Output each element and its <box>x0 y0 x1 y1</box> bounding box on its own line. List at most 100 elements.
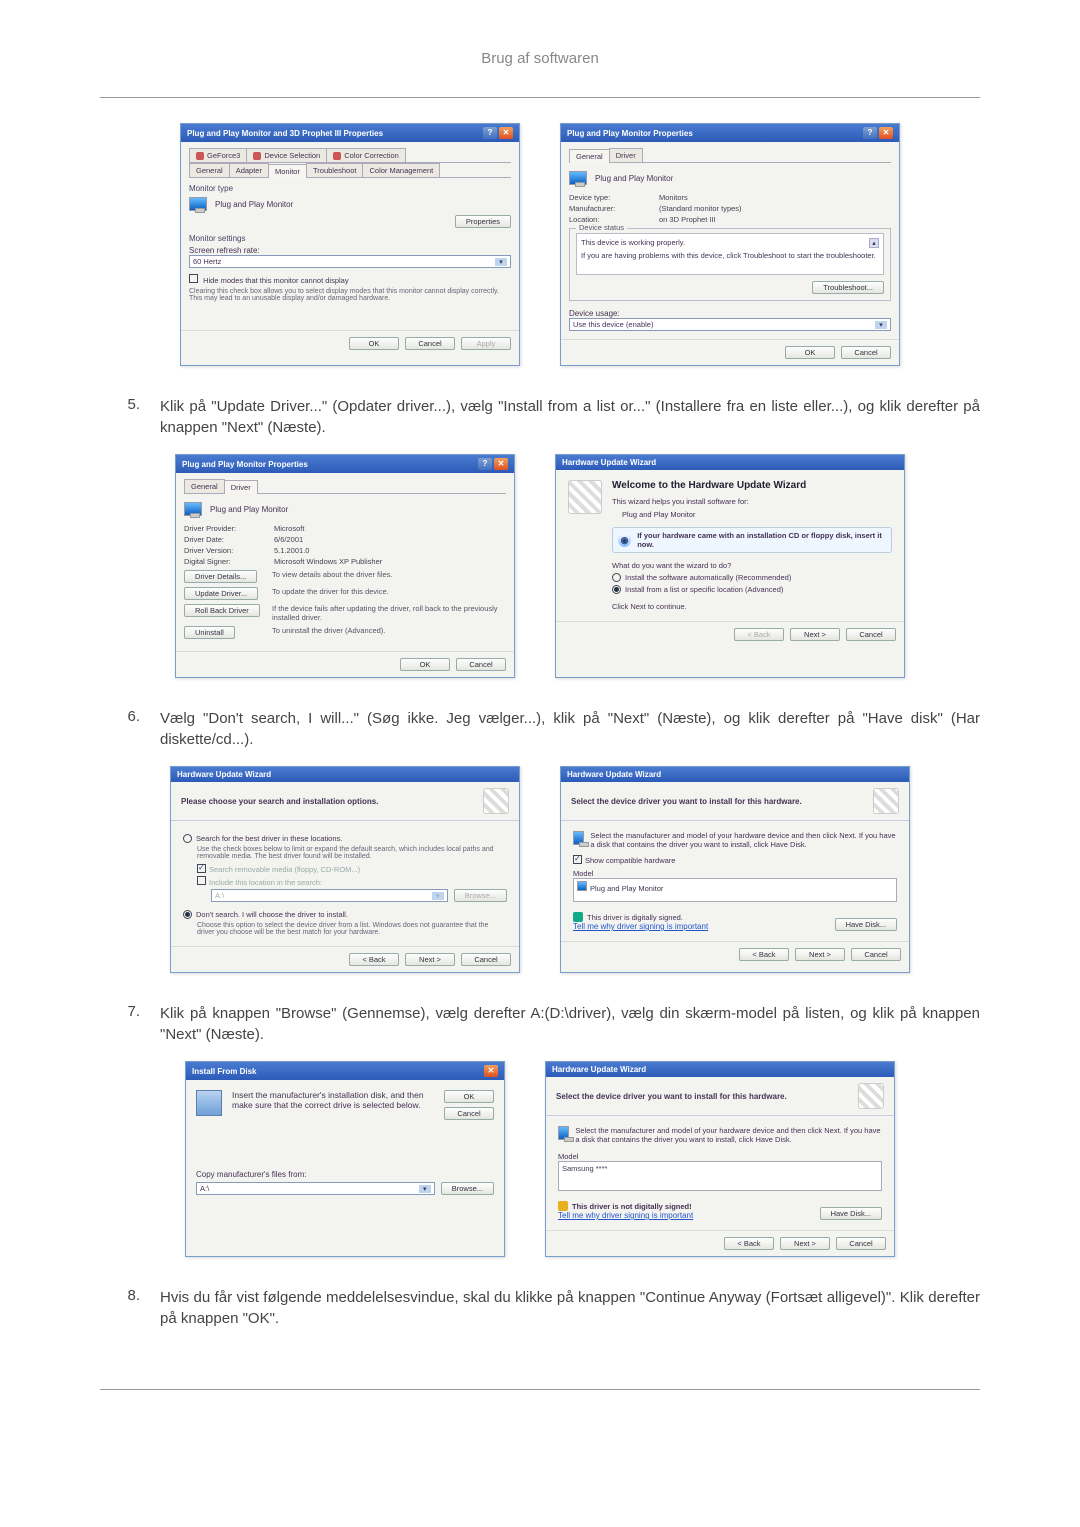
monitor-icon <box>184 502 202 516</box>
wizard-device: Plug and Play Monitor <box>622 510 892 519</box>
why-signing-link[interactable]: Tell me why driver signing is important <box>558 1211 693 1220</box>
title-text: Hardware Update Wizard <box>177 770 271 779</box>
model-list[interactable]: Plug and Play Monitor <box>573 878 897 902</box>
monitor-icon <box>558 1126 569 1140</box>
troubleshoot-button[interactable]: Troubleshoot... <box>812 281 884 294</box>
tab-adapter[interactable]: Adapter <box>229 163 269 177</box>
step-7: 7. Klik på knappen "Browse" (Gennemse), … <box>100 1003 980 1045</box>
monitor-type-value: Plug and Play Monitor <box>215 200 293 209</box>
next-button[interactable]: Next > <box>795 948 845 961</box>
usage-label: Device usage: <box>569 309 891 318</box>
monitor-settings-header: Monitor settings <box>189 234 511 243</box>
tab-general[interactable]: General <box>184 479 225 493</box>
cancel-button[interactable]: Cancel <box>841 346 891 359</box>
help-button[interactable]: ? <box>483 127 497 139</box>
opt-search[interactable]: Search for the best driver in these loca… <box>183 834 507 843</box>
tab-colmgmt[interactable]: Color Management <box>362 163 440 177</box>
tab-geforce[interactable]: GeForce3 <box>189 148 247 162</box>
roll-desc: If the device fails after updating the d… <box>272 604 506 622</box>
path-dropdown[interactable]: A:\▾ <box>196 1182 435 1195</box>
close-button[interactable]: ✕ <box>499 127 513 139</box>
signed-text: This driver is digitally signed. <box>587 913 683 922</box>
apply-button: Apply <box>461 337 511 350</box>
title-text: Plug and Play Monitor Properties <box>567 129 693 138</box>
tab-general[interactable]: General <box>569 149 610 163</box>
radio-icon <box>183 834 192 843</box>
sig-label: Digital Signer: <box>184 557 274 566</box>
tab-driver[interactable]: Driver <box>609 148 643 162</box>
step-text: Klik på knappen "Browse" (Gennemse), væl… <box>160 1003 980 1045</box>
chevron-down-icon: ▾ <box>495 258 507 266</box>
ok-button[interactable]: OK <box>444 1090 494 1103</box>
cancel-button[interactable]: Cancel <box>405 337 455 350</box>
step-num: 6. <box>100 708 160 750</box>
opt-list[interactable]: Install from a list or specific location… <box>612 585 892 594</box>
floppy-icon <box>196 1090 222 1116</box>
help-button[interactable]: ? <box>863 127 877 139</box>
tab-general[interactable]: General <box>189 163 230 177</box>
uninstall-button[interactable]: Uninstall <box>184 626 235 639</box>
next-button[interactable]: Next > <box>790 628 840 641</box>
cancel-button[interactable]: Cancel <box>456 658 506 671</box>
cancel-button[interactable]: Cancel <box>836 1237 886 1250</box>
tab-devsel[interactable]: Device Selection <box>246 148 327 162</box>
screenshot-group-2: Plug and Play Monitor Properties ?✕ Gene… <box>100 454 980 678</box>
back-button[interactable]: < Back <box>724 1237 774 1250</box>
have-disk-button[interactable]: Have Disk... <box>820 1207 882 1220</box>
step-text: Hvis du får vist følgende meddelelsesvin… <box>160 1287 980 1329</box>
dlg-install-from-disk: Install From Disk ✕ Insert the manufactu… <box>185 1061 505 1257</box>
close-button[interactable]: ✕ <box>484 1065 498 1077</box>
driver-details-button[interactable]: Driver Details... <box>184 570 257 583</box>
status-area: ▴ This device is working properly. If yo… <box>576 233 884 275</box>
have-disk-button[interactable]: Have Disk... <box>835 918 897 931</box>
scroll-up-icon[interactable]: ▴ <box>869 238 879 248</box>
device-name: Plug and Play Monitor <box>595 174 673 183</box>
chevron-down-icon: ▾ <box>875 321 887 329</box>
ok-button[interactable]: OK <box>349 337 399 350</box>
cancel-button[interactable]: Cancel <box>846 628 896 641</box>
why-signing-link[interactable]: Tell me why driver signing is important <box>573 922 708 931</box>
wizard-heading: Welcome to the Hardware Update Wizard <box>612 480 892 491</box>
model-list[interactable]: Samsung **** <box>558 1161 882 1191</box>
opt-dont-search[interactable]: Don't search. I will choose the driver t… <box>183 910 507 919</box>
usage-dropdown[interactable]: Use this device (enable) ▾ <box>569 318 891 331</box>
browse-button[interactable]: Browse... <box>441 1182 494 1195</box>
close-button[interactable]: ✕ <box>879 127 893 139</box>
cb-compatible[interactable] <box>573 855 582 864</box>
step-text: Vælg "Don't search, I will..." (Søg ikke… <box>160 708 980 750</box>
uninst-desc: To uninstall the driver (Advanced). <box>272 626 506 635</box>
wizard-icon <box>483 788 509 814</box>
cancel-button[interactable]: Cancel <box>444 1107 494 1120</box>
close-button[interactable]: ✕ <box>494 458 508 470</box>
tab-monitor[interactable]: Monitor <box>268 164 307 178</box>
update-driver-button[interactable]: Update Driver... <box>184 587 258 600</box>
devtype-value: Monitors <box>659 193 891 202</box>
tab-tshoot[interactable]: Troubleshoot <box>306 163 364 177</box>
opt-auto[interactable]: Install the software automatically (Reco… <box>612 573 892 582</box>
tab-driver[interactable]: Driver <box>224 480 258 494</box>
rollback-button[interactable]: Roll Back Driver <box>184 604 260 617</box>
dlg-pnp-driver: Plug and Play Monitor Properties ?✕ Gene… <box>175 454 515 678</box>
cancel-button[interactable]: Cancel <box>851 948 901 961</box>
ok-button[interactable]: OK <box>400 658 450 671</box>
model-label: Model <box>558 1152 882 1161</box>
next-button[interactable]: Next > <box>780 1237 830 1250</box>
next-button[interactable]: Next > <box>405 953 455 966</box>
step-5: 5. Klik på "Update Driver..." (Opdater d… <box>100 396 980 438</box>
cancel-button[interactable]: Cancel <box>461 953 511 966</box>
back-button[interactable]: < Back <box>739 948 789 961</box>
properties-button[interactable]: Properties <box>455 215 511 228</box>
back-button[interactable]: < Back <box>349 953 399 966</box>
hide-modes-label: Hide modes that this monitor cannot disp… <box>203 276 349 285</box>
search-note: Use the check boxes below to limit or ex… <box>197 846 507 860</box>
page-title: Brug af softwaren <box>100 50 980 67</box>
path-dropdown: A:\▾ <box>211 889 448 902</box>
wizard-instruction: Select the manufacturer and model of you… <box>575 1126 882 1144</box>
refresh-dropdown[interactable]: 60 Hertz ▾ <box>189 255 511 268</box>
hide-modes-checkbox[interactable] <box>189 274 198 283</box>
status-working: This device is working properly. <box>581 238 879 247</box>
help-button[interactable]: ? <box>478 458 492 470</box>
tab-colcorr[interactable]: Color Correction <box>326 148 406 162</box>
ok-button[interactable]: OK <box>785 346 835 359</box>
radio-icon <box>183 910 192 919</box>
